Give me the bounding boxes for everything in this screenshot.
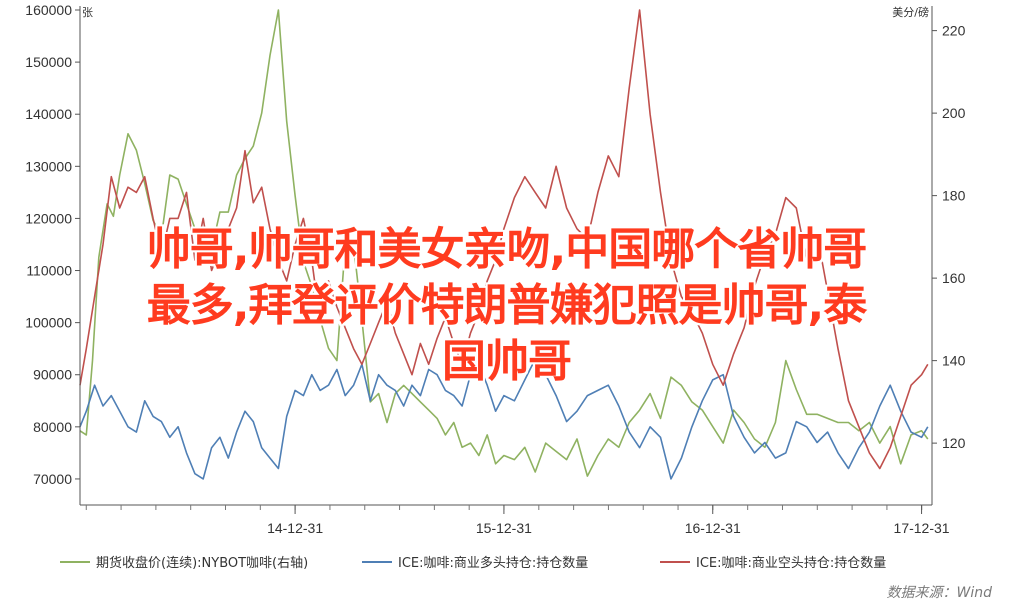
left-tick-label: 140000 (25, 106, 72, 122)
x-tick-label: 14-12-31 (267, 520, 323, 536)
left-tick-label: 130000 (25, 158, 72, 174)
left-axis-unit: 张 (82, 6, 93, 19)
left-tick-label: 70000 (33, 471, 72, 487)
left-tick-label: 160000 (25, 2, 72, 18)
right-tick-label: 200 (942, 105, 966, 121)
left-tick-label: 100000 (25, 315, 72, 331)
right-tick-label: 140 (942, 353, 966, 369)
left-tick-label: 110000 (26, 263, 72, 279)
right-axis-unit: 美分/磅 (892, 5, 929, 19)
x-tick-label: 16-12-31 (685, 520, 741, 536)
legend: 期货收盘价(连续):NYBOT咖啡(右轴) ICE:咖啡:商业多头持仓:持仓数量 I… (60, 555, 886, 571)
right-tick-label: 180 (942, 188, 966, 204)
legend-label-2: ICE:咖啡:商业多头持仓:持仓数量 (398, 555, 588, 571)
right-tick-label: 160 (942, 270, 966, 286)
right-tick-label: 220 (942, 23, 966, 39)
right-tick-label: 120 (942, 435, 966, 451)
series-line-2 (79, 358, 929, 480)
left-tick-label: 90000 (33, 367, 72, 383)
series-line-3 (79, 9, 929, 470)
axes: 张 美分/磅 70000 80000 90000 100000 110000 120000 13… (25, 2, 965, 536)
left-tick-label: 80000 (33, 419, 72, 435)
legend-label-3: ICE:咖啡:商业空头持仓:持仓数量 (696, 556, 886, 571)
legend-label-1: 期货收盘价(连续):NYBOT咖啡(右轴) (96, 555, 308, 571)
left-tick-label: 150000 (25, 54, 72, 70)
plot-area (79, 9, 929, 480)
left-tick-label: 120000 (25, 210, 72, 226)
x-tick-label: 17-12-31 (894, 520, 950, 536)
data-source: 数据来源：Wind (887, 585, 993, 601)
x-tick-label: 15-12-31 (476, 520, 532, 536)
